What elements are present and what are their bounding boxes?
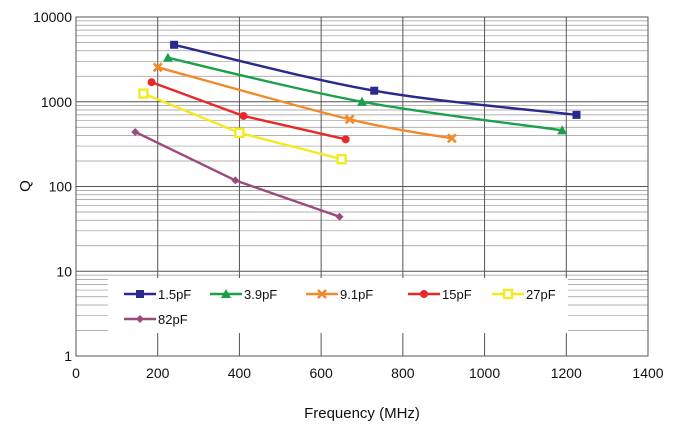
x-tick-label: 800 <box>391 365 415 381</box>
x-axis-title: Frequency (MHz) <box>304 405 420 422</box>
legend-item: 82pF <box>124 312 188 327</box>
x-tick-label: 1000 <box>469 365 500 381</box>
legend-box <box>108 278 568 333</box>
data-point <box>131 127 140 136</box>
x-tick-label: 1400 <box>632 365 663 381</box>
y-tick-label: 10000 <box>33 9 72 25</box>
data-point <box>162 52 173 62</box>
data-point <box>336 153 347 165</box>
series-3-9pf <box>162 52 568 135</box>
series-layer <box>131 40 581 221</box>
x-tick-label: 1200 <box>551 365 582 381</box>
data-point <box>557 125 568 135</box>
legend-label: 82pF <box>158 312 188 327</box>
legend-marker <box>502 288 514 300</box>
data-point <box>446 133 457 144</box>
series-1-5pf <box>170 40 581 119</box>
data-point <box>239 111 248 120</box>
data-point <box>170 40 179 49</box>
tick-labels: 0 200 400 600 800 1000 1200 1400 1 10 100 1000 10000 <box>33 9 664 381</box>
series-27pf <box>138 88 347 165</box>
data-point <box>231 176 240 185</box>
legend-label: 9.1pF <box>340 287 373 302</box>
data-point <box>357 96 367 106</box>
legend-label: 15pF <box>442 287 472 302</box>
legend-item: 1.5pF <box>124 287 191 302</box>
legend-item: 9.1pF <box>306 287 373 302</box>
y-tick-label: 1000 <box>41 94 72 110</box>
legend-marker <box>221 289 231 298</box>
y-tick-label: 1 <box>64 348 72 364</box>
legend-marker <box>420 290 428 298</box>
legend-marker <box>136 290 144 298</box>
data-point <box>147 78 156 87</box>
legend: 1.5pF 3.9pF 9.1pF 15pF 27pF 82pF <box>108 278 568 333</box>
legend-item: 15pF <box>408 287 472 302</box>
data-point <box>234 127 245 139</box>
series-line <box>157 66 453 140</box>
series-9-1pf <box>152 62 457 144</box>
data-point <box>341 135 350 144</box>
x-tick-label: 600 <box>309 365 333 381</box>
legend-item: 27pF <box>492 287 556 302</box>
x-tick-label: 200 <box>146 365 170 381</box>
data-point <box>572 110 581 119</box>
data-point <box>344 114 355 125</box>
data-point <box>152 62 163 73</box>
y-tick-label: 10 <box>56 263 72 279</box>
series-82pf <box>131 127 344 221</box>
y-axis-title: Q <box>17 180 34 192</box>
legend-marker <box>317 289 327 299</box>
legend-item: 3.9pF <box>210 287 277 302</box>
legend-marker <box>136 315 144 323</box>
x-tick-label: 400 <box>228 365 252 381</box>
y-tick-label: 100 <box>49 179 73 195</box>
legend-label: 3.9pF <box>244 287 277 302</box>
data-point <box>138 88 149 99</box>
data-point <box>370 86 379 95</box>
legend-label: 1.5pF <box>158 287 191 302</box>
data-point <box>335 212 344 221</box>
series-15pf <box>147 78 350 144</box>
legend-label: 27pF <box>526 287 556 302</box>
x-tick-label: 0 <box>72 365 80 381</box>
